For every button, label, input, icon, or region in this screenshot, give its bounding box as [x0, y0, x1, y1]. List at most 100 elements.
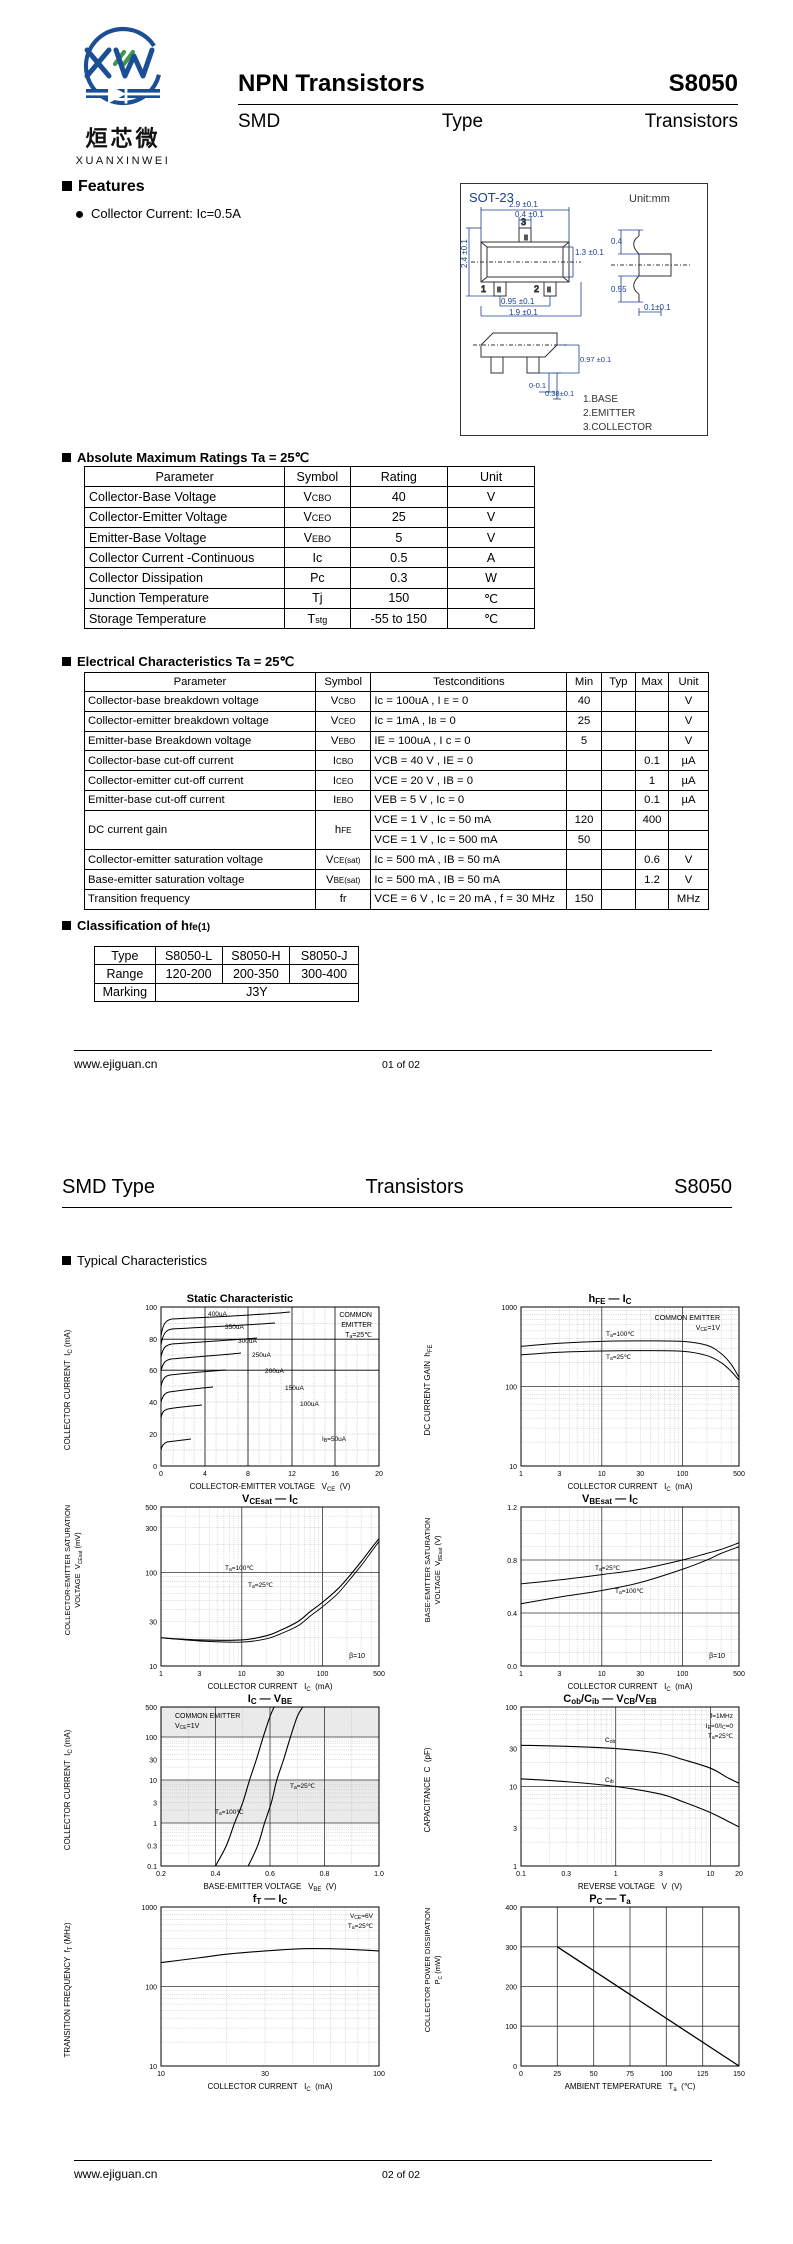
svg-text:f=1MHz: f=1MHz — [710, 1713, 733, 1720]
svg-text:Ta=100℃: Ta=100℃ — [615, 1588, 644, 1596]
svg-text:0.2: 0.2 — [156, 1871, 166, 1878]
svg-text:VCE=1V: VCE=1V — [696, 1325, 721, 1333]
svg-text:16: 16 — [331, 1471, 339, 1478]
svg-text:3: 3 — [558, 1471, 562, 1478]
svg-text:300: 300 — [145, 1526, 157, 1533]
svg-text:30: 30 — [149, 1619, 157, 1626]
svg-text:60: 60 — [149, 1368, 157, 1375]
svg-text:β=10: β=10 — [709, 1653, 725, 1660]
svg-text:30: 30 — [149, 1758, 157, 1765]
svg-text:Ta=25℃: Ta=25℃ — [345, 1332, 372, 1340]
svg-text:3.COLLECTOR: 3.COLLECTOR — [583, 422, 652, 433]
svg-text:10: 10 — [238, 1671, 246, 1678]
svg-text:COMMON EMITTER: COMMON EMITTER — [655, 1315, 720, 1322]
svg-text:II: II — [547, 287, 551, 294]
svg-text:Cib: Cib — [605, 1777, 614, 1785]
svg-text:2.9 ±0.1: 2.9 ±0.1 — [509, 200, 538, 209]
svg-text:100: 100 — [145, 1985, 157, 1992]
svg-text:SOT-23: SOT-23 — [469, 190, 514, 205]
svg-text:Ta=100℃: Ta=100℃ — [606, 1331, 635, 1339]
svg-text:10: 10 — [707, 1871, 715, 1878]
svg-text:100: 100 — [145, 1570, 157, 1577]
svg-text:0.97 ±0.1: 0.97 ±0.1 — [580, 355, 611, 364]
svg-text:2.EMITTER: 2.EMITTER — [583, 408, 635, 419]
svg-text:0.8: 0.8 — [320, 1871, 330, 1878]
svg-text:100: 100 — [660, 2071, 672, 2078]
svg-text:1.BASE: 1.BASE — [583, 394, 618, 405]
svg-text:500: 500 — [733, 1471, 745, 1478]
svg-text:CAPACITANCE C (pF): CAPACITANCE C (pF) — [423, 1747, 432, 1832]
svg-text:30: 30 — [261, 2071, 269, 2078]
svg-text:10: 10 — [157, 2071, 165, 2078]
svg-text:0.4: 0.4 — [611, 237, 623, 246]
svg-text:VCE=1V: VCE=1V — [175, 1723, 200, 1731]
svg-text:0: 0 — [153, 1464, 157, 1471]
svg-text:0.3: 0.3 — [561, 1871, 571, 1878]
svg-text:250uA: 250uA — [252, 1352, 271, 1359]
svg-text:0: 0 — [159, 1471, 163, 1478]
svg-text:0.8: 0.8 — [507, 1558, 517, 1565]
svg-text:100: 100 — [145, 1735, 157, 1742]
svg-text:30: 30 — [636, 1471, 644, 1478]
svg-text:TRANSITION FREQUENCY fT (MHz): TRANSITION FREQUENCY fT (MHz) — [63, 1922, 74, 2057]
svg-text:10: 10 — [509, 1464, 517, 1471]
svg-text:100: 100 — [677, 1671, 689, 1678]
svg-text:Cob/Cib — VCB/VEB: Cob/Cib — VCB/VEB — [563, 1693, 657, 1706]
svg-text:1.2: 1.2 — [507, 1505, 517, 1512]
svg-text:0: 0 — [513, 2064, 517, 2071]
svg-text:20: 20 — [149, 1432, 157, 1439]
svg-text:100uA: 100uA — [300, 1401, 319, 1408]
svg-text:50: 50 — [590, 2071, 598, 2078]
svg-text:β=10: β=10 — [349, 1653, 365, 1660]
svg-text:500: 500 — [733, 1671, 745, 1678]
svg-text:Ta=100℃: Ta=100℃ — [225, 1565, 254, 1573]
svg-text:1: 1 — [513, 1864, 517, 1871]
svg-text:10: 10 — [149, 2064, 157, 2071]
svg-text:COLLECTOR CURRENT IC (mA): COLLECTOR CURRENT IC (mA) — [208, 2082, 333, 2093]
svg-text:VBEsat — IC: VBEsat — IC — [582, 1493, 638, 1506]
svg-text:COLLECTOR-EMITTER SATURATION: COLLECTOR-EMITTER SATURATION — [63, 1505, 72, 1635]
svg-text:100: 100 — [677, 1471, 689, 1478]
svg-text:30: 30 — [509, 1747, 517, 1754]
svg-text:10: 10 — [149, 1664, 157, 1671]
svg-text:1: 1 — [519, 1671, 523, 1678]
svg-text:Ta=100℃: Ta=100℃ — [215, 1809, 244, 1817]
svg-text:PC — Ta: PC — Ta — [589, 1893, 631, 1906]
svg-text:COLLECTOR CURRENT IC (mA): COLLECTOR CURRENT IC (mA) — [63, 1729, 74, 1850]
svg-text:1: 1 — [159, 1671, 163, 1678]
svg-text:EMITTER: EMITTER — [341, 1322, 372, 1329]
svg-text:3: 3 — [153, 1801, 157, 1808]
svg-text:0.1±0.1: 0.1±0.1 — [644, 303, 671, 312]
svg-text:COMMON EMITTER: COMMON EMITTER — [175, 1713, 240, 1720]
svg-text:0.55: 0.55 — [611, 285, 627, 294]
svg-text:2: 2 — [534, 284, 539, 294]
svg-text:500: 500 — [145, 1705, 157, 1712]
svg-text:Ta=25℃: Ta=25℃ — [348, 1923, 374, 1931]
svg-text:fT — IC: fT — IC — [253, 1893, 288, 1906]
svg-text:0.4: 0.4 — [507, 1611, 517, 1618]
svg-text:100: 100 — [317, 1671, 329, 1678]
svg-text:30: 30 — [636, 1671, 644, 1678]
svg-text:0-0.1: 0-0.1 — [529, 381, 546, 390]
svg-text:2.4 ±0.1: 2.4 ±0.1 — [461, 239, 469, 268]
svg-text:150uA: 150uA — [285, 1385, 304, 1392]
svg-text:8: 8 — [246, 1471, 250, 1478]
svg-text:500: 500 — [145, 1505, 157, 1512]
svg-text:hFE — IC: hFE — IC — [589, 1293, 632, 1306]
svg-text:125: 125 — [697, 2071, 709, 2078]
svg-text:75: 75 — [626, 2071, 634, 2078]
svg-text:150: 150 — [733, 2071, 745, 2078]
svg-text:3: 3 — [198, 1671, 202, 1678]
svg-text:1: 1 — [614, 1871, 618, 1878]
svg-text:IC — VBE: IC — VBE — [248, 1693, 293, 1706]
svg-text:1000: 1000 — [141, 1905, 157, 1912]
svg-text:0.4 ±0.1: 0.4 ±0.1 — [515, 210, 544, 219]
svg-text:0: 0 — [519, 2071, 523, 2078]
svg-text:1.0: 1.0 — [374, 1871, 384, 1878]
svg-text:400uA: 400uA — [208, 1311, 227, 1318]
svg-text:30: 30 — [276, 1671, 284, 1678]
svg-text:350uA: 350uA — [225, 1324, 244, 1331]
svg-text:1: 1 — [153, 1821, 157, 1828]
svg-text:AMBIENT TEMPERATURE Ta (℃): AMBIENT TEMPERATURE Ta (℃) — [565, 2082, 696, 2093]
svg-text:80: 80 — [149, 1337, 157, 1344]
